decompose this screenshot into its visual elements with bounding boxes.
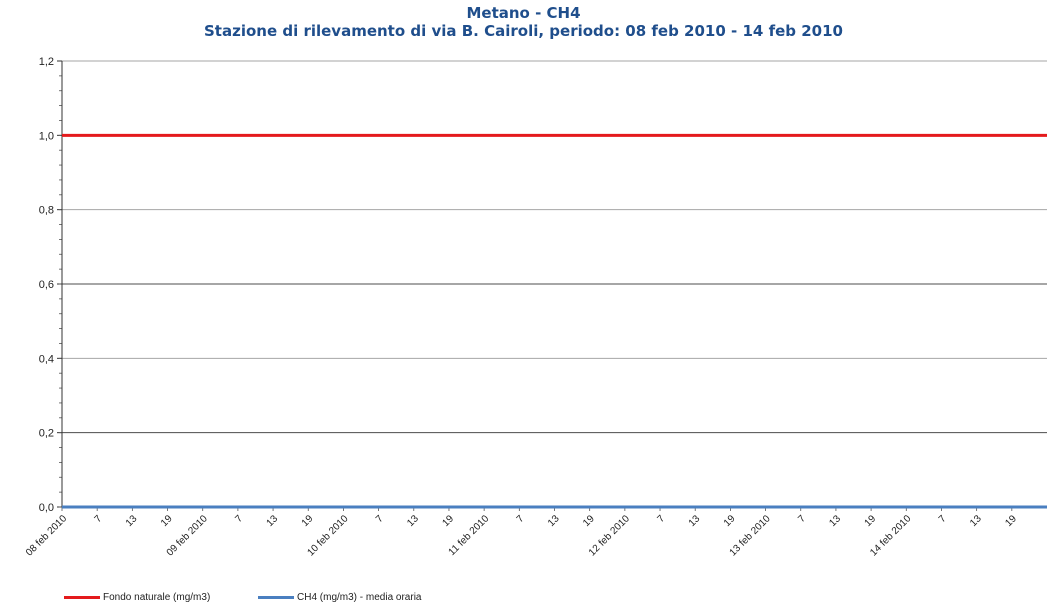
chart-title: Metano - CH4 bbox=[466, 4, 581, 22]
x-tick-label: 19 bbox=[300, 513, 316, 529]
x-tick-label: 19 bbox=[159, 513, 175, 529]
y-tick-label: 0,6 bbox=[39, 279, 54, 291]
y-tick-label: 0,0 bbox=[39, 502, 54, 514]
x-tick-label: 7 bbox=[93, 513, 105, 525]
y-tick-label: 0,8 bbox=[39, 205, 54, 217]
x-tick-label: 19 bbox=[722, 513, 738, 529]
x-tick-label: 7 bbox=[374, 513, 386, 525]
x-tick-label: 13 bbox=[265, 513, 281, 529]
x-tick-label: 7 bbox=[796, 513, 808, 525]
x-tick-label: 13 bbox=[687, 513, 703, 529]
x-tick-label: 13 bbox=[405, 513, 421, 529]
y-tick-label: 1,2 bbox=[39, 56, 54, 68]
legend-label-ch4: CH4 (mg/m3) - media oraria bbox=[297, 592, 422, 603]
y-tick-label: 0,4 bbox=[39, 353, 54, 365]
legend-label-fondo: Fondo naturale (mg/m3) bbox=[103, 592, 211, 603]
x-tick-label: 7 bbox=[515, 513, 527, 525]
x-tick-label: 7 bbox=[937, 513, 949, 525]
chart-subtitle: Stazione di rilevamento di via B. Cairol… bbox=[204, 22, 843, 40]
x-tick-label: 19 bbox=[863, 513, 879, 529]
line-chart: 0,00,20,40,60,81,01,208 feb 2010 7 13 1909 … bbox=[24, 56, 1047, 558]
x-tick-label: 08 feb 2010 bbox=[24, 513, 69, 558]
x-tick-label: 19 bbox=[1003, 513, 1019, 529]
x-tick-label: 13 bbox=[546, 513, 562, 529]
y-tick-label: 0,2 bbox=[39, 428, 54, 440]
legend-swatch-fondo bbox=[64, 596, 100, 599]
legend-swatch-ch4 bbox=[258, 596, 294, 599]
legend-item-fondo: Fondo naturale (mg/m3) bbox=[64, 592, 210, 603]
x-tick-label: 13 bbox=[968, 513, 984, 529]
x-tick-label: 13 bbox=[827, 513, 843, 529]
legend-item-ch4: CH4 (mg/m3) - media oraria bbox=[258, 592, 421, 603]
x-tick-label: 13 bbox=[124, 513, 140, 529]
x-tick-label: 7 bbox=[655, 513, 667, 525]
x-tick-label: 7 bbox=[233, 513, 245, 525]
y-tick-label: 1,0 bbox=[39, 130, 54, 142]
x-tick-label: 19 bbox=[581, 513, 597, 529]
x-tick-label: 19 bbox=[440, 513, 456, 529]
